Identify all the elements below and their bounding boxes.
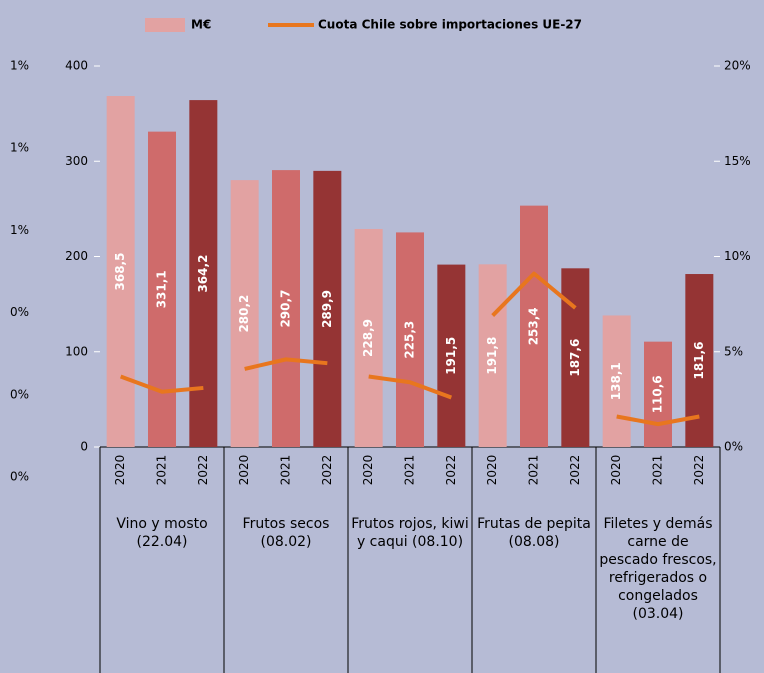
value-label: 331,1 bbox=[155, 270, 169, 308]
value-label: 364,2 bbox=[196, 255, 210, 293]
x-tick-label: 2022 bbox=[320, 455, 334, 486]
bar bbox=[230, 180, 259, 447]
x-tick-label: 2021 bbox=[403, 455, 417, 486]
value-label: 110,6 bbox=[651, 375, 665, 413]
x-tick-label: 2022 bbox=[444, 455, 458, 486]
group-label: Filetes y demás carne de pescado frescos… bbox=[599, 516, 717, 622]
y-tick-label: 100 bbox=[65, 344, 88, 358]
y-tick-label: 0 bbox=[80, 440, 88, 454]
x-tick-label: 2020 bbox=[237, 455, 251, 486]
value-label: 368,5 bbox=[113, 253, 127, 291]
value-label: 191,5 bbox=[444, 337, 458, 375]
share-line bbox=[616, 414, 700, 427]
bar bbox=[602, 315, 631, 447]
y3-tick-label: 1% bbox=[10, 59, 29, 73]
value-label: 191,8 bbox=[485, 337, 499, 375]
y3-tick-label: 0% bbox=[10, 305, 29, 319]
bar bbox=[437, 264, 466, 447]
bar bbox=[520, 205, 548, 447]
value-label: 187,6 bbox=[568, 339, 582, 377]
bar bbox=[106, 96, 135, 447]
x-tick-label: 2022 bbox=[692, 455, 706, 486]
group-label: Frutas de pepita (08.08) bbox=[477, 516, 591, 550]
x-tick-label: 2021 bbox=[651, 455, 665, 486]
x-tick-label: 2020 bbox=[485, 455, 499, 486]
y3-tick-label: 1% bbox=[10, 141, 29, 155]
y2-tick-label: 20% bbox=[724, 59, 751, 73]
x-tick-label: 2022 bbox=[568, 455, 582, 486]
share-line bbox=[368, 374, 453, 400]
bar bbox=[396, 232, 424, 447]
y3-tick-label: 0% bbox=[10, 387, 29, 401]
y2-tick-label: 10% bbox=[724, 249, 751, 263]
group-label: Frutos secos (08.02) bbox=[242, 516, 330, 550]
legend-swatch bbox=[145, 18, 185, 32]
bar bbox=[644, 341, 672, 447]
share-line bbox=[491, 271, 577, 317]
x-tick-label: 2021 bbox=[279, 455, 293, 486]
group-label: Frutos rojos, kiwi y caqui (08.10) bbox=[351, 516, 469, 550]
value-label: 280,2 bbox=[237, 295, 251, 333]
y2-tick-label: 15% bbox=[724, 154, 751, 168]
x-tick-label: 2022 bbox=[196, 455, 210, 486]
group-label: Vino y mosto (22.04) bbox=[116, 516, 208, 550]
value-label: 253,4 bbox=[527, 307, 541, 345]
value-label: 289,9 bbox=[320, 290, 334, 328]
x-tick-label: 2020 bbox=[609, 455, 623, 486]
bar bbox=[148, 131, 176, 447]
x-tick-label: 2021 bbox=[155, 455, 169, 486]
legend-label: Cuota Chile sobre importaciones UE-27 bbox=[318, 18, 582, 32]
value-label: 225,3 bbox=[403, 321, 417, 359]
value-label: 228,9 bbox=[361, 319, 375, 357]
share-line bbox=[119, 374, 204, 394]
legend-label: M€ bbox=[191, 18, 211, 32]
y-tick-label: 400 bbox=[65, 59, 88, 73]
bar bbox=[354, 228, 383, 447]
value-label: 138,1 bbox=[609, 362, 623, 400]
x-tick-label: 2021 bbox=[527, 455, 541, 486]
share-line bbox=[244, 357, 328, 371]
y-tick-label: 300 bbox=[65, 154, 88, 168]
y3-tick-label: 1% bbox=[10, 223, 29, 237]
value-label: 290,7 bbox=[279, 290, 293, 328]
y3-tick-label: 0% bbox=[10, 470, 29, 484]
y2-tick-label: 5% bbox=[724, 344, 743, 358]
bar bbox=[313, 170, 342, 448]
x-tick-label: 2020 bbox=[113, 455, 127, 486]
x-tick-label: 2020 bbox=[361, 455, 375, 486]
y-tick-label: 200 bbox=[65, 249, 88, 263]
bar bbox=[478, 264, 507, 447]
value-label: 181,6 bbox=[692, 342, 706, 380]
y2-tick-label: 0% bbox=[724, 440, 743, 454]
bar bbox=[272, 170, 300, 447]
